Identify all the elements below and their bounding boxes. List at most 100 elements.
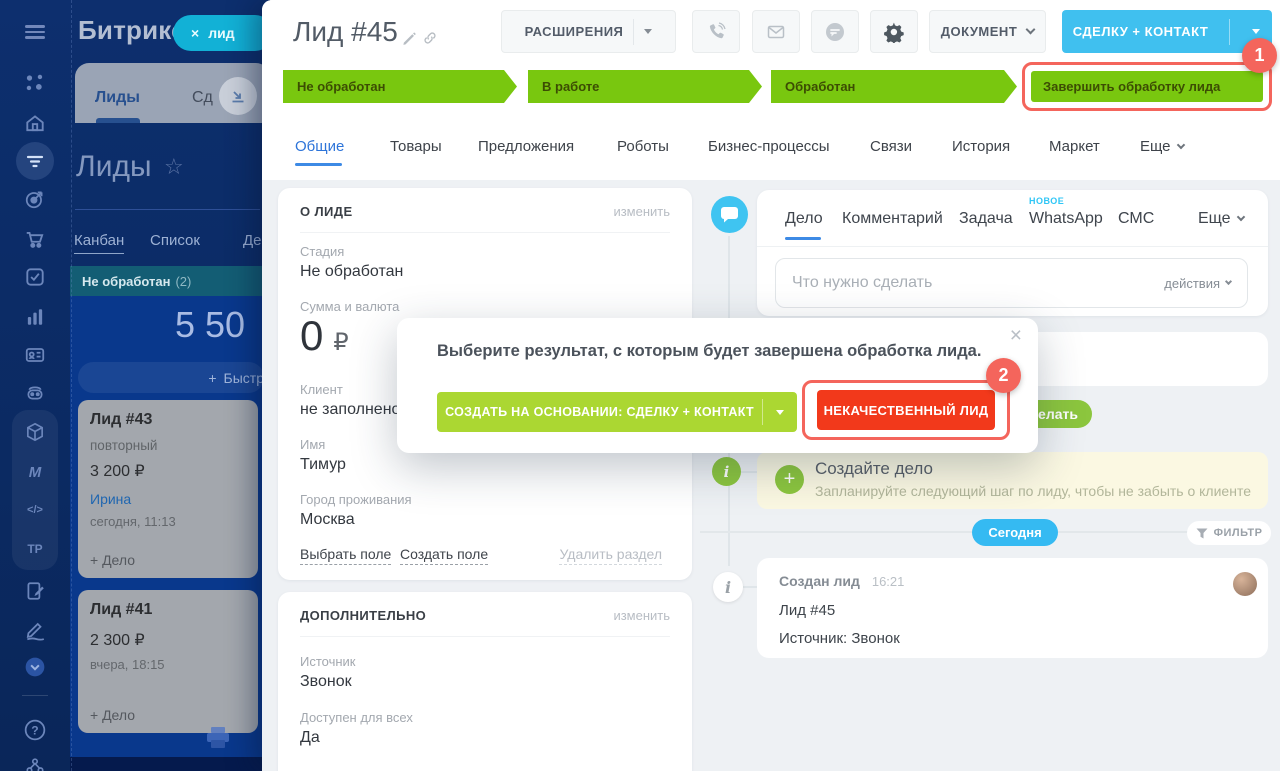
deal-contact-button[interactable]: СДЕЛКУ + КОНТАКТ (1062, 10, 1272, 53)
todo-input[interactable] (792, 274, 1155, 292)
junk-lead-button[interactable]: НЕКАЧЕСТВЕННЫЙ ЛИД (817, 390, 995, 430)
activity-tab-more[interactable]: Еще (1198, 210, 1245, 228)
create-field-link[interactable]: Создать поле (400, 546, 489, 565)
tab-relations[interactable]: Связи (870, 138, 913, 155)
nav-tab-leads[interactable]: Лиды (95, 89, 140, 106)
call-button[interactable] (692, 10, 740, 53)
tab-products[interactable]: Товары (390, 138, 442, 155)
chevron-down-icon[interactable] (776, 409, 784, 415)
tab-market[interactable]: Маркет (1049, 138, 1100, 155)
stage-not-processed[interactable]: Не обработан (283, 70, 517, 103)
tab-robots[interactable]: Роботы (617, 138, 669, 155)
kanban-scroll-strip[interactable] (70, 757, 270, 771)
chevron-down-icon[interactable] (644, 29, 653, 34)
view-tab-list[interactable]: Список (150, 232, 200, 249)
chevron-down-icon[interactable] (1252, 29, 1260, 34)
activity-tab-sms[interactable]: СМС (1118, 210, 1155, 227)
close-icon[interactable]: × (191, 25, 200, 41)
field-value-client[interactable]: не заполнено (300, 401, 401, 418)
field-value-amount[interactable]: 0 ₽ (300, 312, 349, 360)
kanban-card-lead-43[interactable]: Лид #43 повторный 3 200 ₽ Ирина сегодня,… (78, 400, 258, 578)
create-activity-hint[interactable]: + Создайте дело Запланируйте следующий ш… (757, 452, 1268, 509)
edit-link[interactable]: изменить (613, 608, 670, 623)
chat-bubble-icon[interactable] (711, 196, 748, 233)
finish-lead-button[interactable]: Завершить обработку лида (1031, 71, 1263, 102)
timeline-entry-card[interactable]: Создан лид 16:21 Лид #45 Источник: Звоно… (757, 558, 1268, 658)
kanban-column-header[interactable]: Не обработан (2) (70, 266, 270, 296)
activity-tab-comment[interactable]: Комментарий (842, 210, 943, 227)
target-icon[interactable] (24, 188, 46, 210)
tab-quotes[interactable]: Предложения (478, 138, 575, 155)
delete-section-link[interactable]: Удалить раздел (559, 546, 662, 565)
card-person-link[interactable]: Ирина (90, 491, 132, 507)
hint-title[interactable]: Создайте дело (815, 459, 933, 478)
settings-gear-button[interactable] (870, 10, 918, 53)
search-chip-label: лид (208, 25, 235, 41)
todo-input-box[interactable]: действия (775, 258, 1248, 308)
kanban-card-lead-41[interactable]: Лид #41 2 300 ₽ вчера, 18:15 + Дело (78, 590, 258, 733)
card-amount: 3 200 ₽ (90, 463, 145, 480)
tab-history[interactable]: История (952, 138, 1011, 155)
field-value-stage[interactable]: Не обработан (300, 263, 404, 280)
copy-link-icon[interactable] (423, 31, 437, 45)
menu-icon[interactable] (25, 22, 45, 42)
card-title[interactable]: Лид #43 (90, 411, 153, 428)
activity-tab-task[interactable]: Задача (959, 210, 1013, 227)
collapse-tab-button[interactable] (219, 77, 257, 115)
edit-link[interactable]: изменить (613, 204, 670, 219)
add-activity-link[interactable]: + Дело (90, 707, 135, 723)
nav-tab-deals-partial[interactable]: Сд (192, 89, 213, 106)
cart-icon[interactable] (24, 228, 46, 250)
robot-icon[interactable] (24, 381, 46, 403)
signature-pen-icon[interactable] (24, 619, 46, 641)
field-value-source[interactable]: Звонок (300, 673, 352, 690)
field-value-city[interactable]: Москва (300, 511, 355, 528)
developer-code-icon[interactable]: </> (27, 504, 43, 516)
view-tab-kanban[interactable]: Канбан (74, 232, 125, 254)
tr-icon[interactable]: ТР (27, 542, 43, 556)
metrika-icon[interactable]: М (28, 463, 42, 481)
tab-general[interactable]: Общие (295, 138, 345, 155)
document-edit-icon[interactable] (24, 580, 46, 602)
actions-dropdown[interactable]: действия (1164, 276, 1233, 291)
activity-tab-deal[interactable]: Дело (785, 210, 823, 227)
document-button[interactable]: ДОКУМЕНТ (929, 10, 1046, 53)
collapse-chevron-icon[interactable] (24, 656, 46, 678)
crm-funnel-icon-active[interactable] (16, 142, 54, 180)
tab-bizproc[interactable]: Бизнес-процессы (708, 138, 830, 155)
share-network-icon[interactable] (24, 757, 46, 771)
filter-button[interactable]: ФИЛЬТР (1187, 521, 1271, 545)
favorite-star-icon[interactable]: ☆ (164, 154, 184, 179)
edit-pencil-icon[interactable] (402, 30, 417, 45)
field-label: Доступен для всех (300, 710, 413, 725)
close-icon[interactable]: × (1009, 324, 1022, 347)
plus-circle-icon[interactable]: + (775, 465, 804, 494)
avatar[interactable] (1233, 572, 1257, 596)
sidebar-divider (22, 695, 48, 696)
quick-add-button[interactable]: + Быстр (78, 362, 264, 393)
field-value-access[interactable]: Да (300, 729, 320, 746)
select-field-link[interactable]: Выбрать поле (300, 546, 392, 565)
today-badge[interactable]: Сегодня (972, 519, 1058, 546)
bar-chart-icon[interactable] (24, 306, 46, 328)
print-icon[interactable] (205, 726, 231, 750)
email-button[interactable] (752, 10, 800, 53)
create-on-basis-button[interactable]: СОЗДАТЬ НА ОСНОВАНИИ: СДЕЛКУ + КОНТАКТ (437, 392, 797, 432)
open-lines-chat-button[interactable] (811, 10, 859, 53)
search-filter-chip[interactable]: × лид (173, 15, 273, 51)
field-value-name[interactable]: Тимур (300, 456, 346, 473)
tasks-check-icon[interactable] (24, 266, 46, 288)
extensions-button[interactable]: РАСШИРЕНИЯ (501, 10, 676, 53)
add-activity-link[interactable]: + Дело (90, 552, 135, 568)
network-dots-icon[interactable] (24, 72, 46, 94)
stage-in-progress[interactable]: В работе (528, 70, 762, 103)
activity-tab-whatsapp[interactable]: WhatsApp (1029, 210, 1103, 227)
card-title[interactable]: Лид #41 (90, 601, 153, 618)
contact-card-icon[interactable] (24, 344, 46, 366)
stage-processed[interactable]: Обработан (771, 70, 1017, 103)
tab-more[interactable]: Еще (1140, 138, 1185, 155)
cube-icon[interactable] (24, 421, 46, 443)
home-icon[interactable] (24, 112, 46, 134)
view-tab-partial[interactable]: Де (243, 232, 262, 249)
help-icon[interactable]: ? (24, 719, 46, 741)
